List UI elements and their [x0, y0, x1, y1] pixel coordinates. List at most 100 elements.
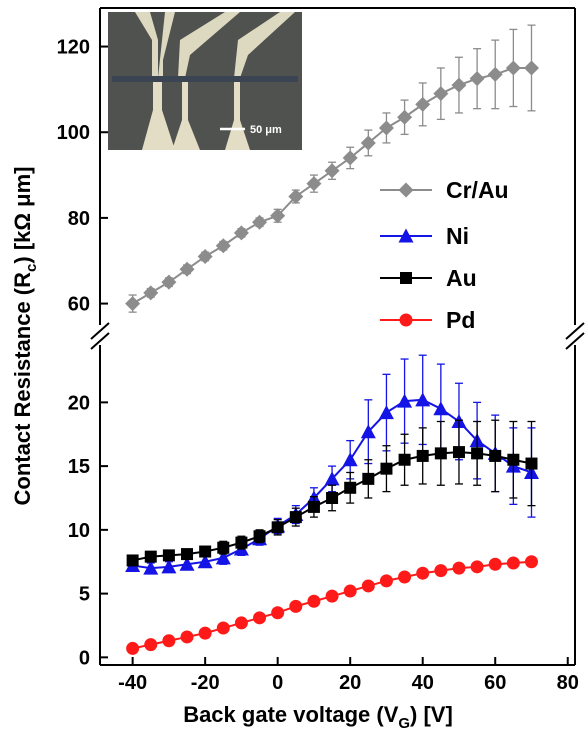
y-tick-label: 15	[68, 456, 90, 478]
marker	[398, 570, 412, 584]
series	[126, 419, 538, 567]
marker	[360, 424, 376, 439]
marker	[507, 453, 520, 466]
marker	[343, 584, 357, 598]
marker	[452, 446, 465, 459]
y2-tick-label: 80	[68, 208, 90, 230]
marker	[217, 541, 230, 554]
marker	[361, 579, 375, 593]
marker	[433, 86, 449, 102]
marker	[452, 561, 466, 575]
marker	[125, 296, 141, 312]
marker	[215, 238, 231, 254]
marker	[162, 634, 176, 648]
axis-break	[565, 322, 585, 340]
axis-break	[90, 332, 110, 350]
legend-label: Pd	[446, 307, 475, 333]
x-axis-title-end: ) [V]	[410, 702, 453, 727]
marker	[360, 135, 376, 151]
inset-scale-label: 50 μm	[250, 124, 282, 136]
marker	[307, 500, 320, 513]
legend-label: Au	[446, 265, 477, 291]
x-axis-title: Back gate voltage (VG) [V]	[183, 702, 453, 732]
marker	[161, 559, 177, 574]
y-axis-title-sub: c	[23, 264, 40, 272]
marker	[271, 521, 284, 534]
marker	[415, 392, 431, 407]
marker	[161, 274, 177, 290]
x-tick-label: 60	[484, 672, 506, 694]
x-tick-label: -40	[118, 672, 147, 694]
marker	[270, 208, 286, 224]
marker	[144, 550, 157, 563]
y-tick-label: 10	[68, 520, 90, 542]
marker	[451, 77, 467, 93]
series	[126, 555, 538, 655]
marker	[324, 163, 340, 179]
marker	[434, 447, 447, 460]
marker	[344, 481, 357, 494]
marker	[506, 556, 520, 570]
marker	[271, 606, 285, 620]
marker	[487, 66, 503, 82]
marker	[197, 554, 213, 569]
marker	[289, 599, 303, 613]
marker	[397, 109, 413, 125]
marker	[489, 449, 502, 462]
marker	[326, 491, 339, 504]
marker	[215, 550, 231, 565]
y-tick-label: 5	[79, 584, 90, 606]
marker	[199, 545, 212, 558]
y2-tick-label: 60	[68, 294, 90, 316]
marker	[470, 560, 484, 574]
x-tick-label: -20	[191, 672, 220, 694]
marker	[525, 457, 538, 470]
marker	[397, 393, 413, 408]
marker	[523, 60, 539, 76]
marker	[179, 261, 195, 277]
marker	[143, 285, 159, 301]
marker	[524, 555, 538, 569]
x-axis-title-sub: G	[398, 715, 410, 732]
marker	[179, 556, 195, 571]
marker	[253, 611, 267, 625]
marker	[181, 548, 194, 561]
marker	[433, 401, 449, 416]
y-axis-title-end: ) [kΩ μm]	[10, 167, 35, 264]
marker	[234, 616, 248, 630]
marker	[198, 626, 212, 640]
marker	[253, 530, 266, 543]
marker	[505, 60, 521, 76]
y-tick-label: 20	[68, 392, 90, 414]
marker	[216, 621, 230, 635]
marker	[307, 594, 321, 608]
marker	[325, 589, 339, 603]
marker	[400, 272, 412, 284]
marker	[126, 641, 140, 655]
marker	[378, 120, 394, 136]
marker	[233, 225, 249, 241]
marker	[469, 71, 485, 87]
y-tick-label: 0	[79, 647, 90, 669]
marker	[398, 228, 414, 243]
marker	[471, 447, 484, 460]
marker	[379, 574, 393, 588]
marker	[362, 472, 375, 485]
marker	[415, 96, 431, 112]
marker	[398, 453, 411, 466]
marker	[416, 449, 429, 462]
marker	[380, 462, 393, 475]
inset-photo: 50 μm	[108, 12, 302, 150]
series	[125, 24, 539, 313]
marker	[488, 557, 502, 571]
marker	[398, 182, 414, 198]
marker	[162, 549, 175, 562]
x-tick-label: 80	[557, 672, 579, 694]
marker	[324, 471, 340, 486]
axis-break	[565, 332, 585, 350]
marker	[288, 188, 304, 204]
legend-label: Ni	[446, 223, 469, 249]
marker	[197, 248, 213, 264]
marker	[306, 176, 322, 192]
marker	[144, 638, 158, 652]
